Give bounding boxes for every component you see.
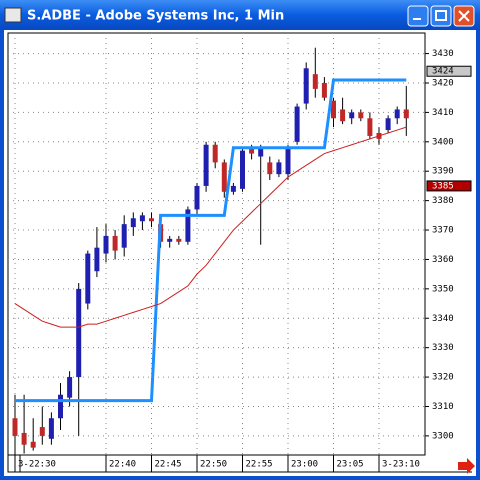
- candle-body: [249, 147, 255, 154]
- y-tick-label: 3350: [432, 284, 454, 294]
- x-tick-label: 22:40: [109, 460, 136, 470]
- price-marker-label: 3385: [432, 181, 454, 191]
- x-tick-label: 3-23:10: [382, 460, 420, 470]
- candle-body: [185, 209, 191, 242]
- candle-body: [76, 288, 82, 378]
- candle-body: [176, 238, 182, 242]
- y-tick-label: 3400: [432, 137, 454, 147]
- close-button[interactable]: [453, 5, 475, 27]
- candle-body: [167, 238, 173, 242]
- candle-body: [203, 144, 209, 186]
- candle-body: [48, 418, 54, 439]
- window-title: S.ADBE - Adobe Systems Inc, 1 Min: [27, 9, 284, 24]
- chart-area: [4, 30, 476, 476]
- candle-body: [85, 253, 91, 304]
- candle-body: [39, 427, 45, 436]
- candle-body: [367, 118, 373, 136]
- candle-body: [230, 185, 236, 192]
- candle-body: [67, 377, 73, 398]
- x-tick-label: 23:05: [337, 460, 364, 470]
- candle-body: [130, 218, 136, 228]
- candle-body: [112, 235, 118, 251]
- overlay-line: [15, 78, 407, 403]
- plot-frame: [7, 32, 426, 456]
- y-tick-label: 3430: [432, 49, 454, 59]
- candle-body: [403, 109, 409, 119]
- price-marker-label: 3424: [432, 67, 454, 77]
- candle-body: [149, 218, 154, 222]
- candle-body: [139, 215, 145, 222]
- candle-body: [212, 144, 218, 163]
- candle-body: [58, 394, 63, 419]
- candle-body: [240, 150, 245, 189]
- min-button[interactable]: [407, 5, 429, 27]
- candle-body: [294, 106, 300, 142]
- candle-body: [267, 162, 273, 175]
- max-button[interactable]: [430, 5, 452, 27]
- x-tick-label: 22:45: [155, 460, 182, 470]
- candle-body: [221, 162, 227, 192]
- y-tick-label: 3340: [432, 314, 454, 324]
- y-tick-label: 3360: [432, 255, 454, 265]
- app-icon: [4, 7, 22, 23]
- y-tick-label: 3420: [432, 78, 454, 88]
- x-tick-label: 23:00: [291, 460, 318, 470]
- candle-body: [21, 432, 27, 445]
- candle-body: [340, 109, 346, 122]
- scroll-box[interactable]: [7, 454, 21, 473]
- candle-body: [121, 224, 127, 248]
- candle-body: [12, 418, 18, 436]
- y-tick-label: 3330: [432, 343, 454, 353]
- y-tick-label: 3310: [432, 402, 454, 412]
- y-tick-label: 3320: [432, 373, 454, 383]
- candle-body: [276, 162, 282, 175]
- candle-body: [358, 112, 364, 119]
- y-tick-label: 3380: [432, 196, 454, 206]
- y-tick-label: 3410: [432, 108, 454, 118]
- x-tick-label: 3-22:30: [18, 460, 56, 470]
- candle-body: [303, 68, 309, 104]
- candle-body: [285, 147, 291, 175]
- title-bar: [0, 0, 480, 30]
- y-tick-label: 3370: [432, 226, 454, 236]
- y-tick-label: 3390: [432, 167, 454, 177]
- x-tick-label: 22:55: [246, 460, 273, 470]
- y-tick-label: 3300: [432, 431, 454, 441]
- candle-body: [258, 147, 264, 157]
- overlay-line: [14, 126, 407, 328]
- scroll-arrow[interactable]: [458, 458, 475, 474]
- candle-body: [331, 100, 336, 119]
- candle-body: [321, 82, 327, 98]
- price-marker: [426, 65, 472, 77]
- candle-body: [394, 109, 400, 119]
- candle-body: [312, 74, 318, 89]
- candle-body: [30, 441, 36, 448]
- price-marker: [426, 180, 472, 192]
- candle-body: [94, 247, 100, 272]
- candle-body: [385, 118, 391, 131]
- candle-body: [349, 112, 355, 119]
- candle-body: [103, 235, 109, 254]
- candle-body: [194, 185, 200, 210]
- x-tick-label: 22:50: [200, 460, 227, 470]
